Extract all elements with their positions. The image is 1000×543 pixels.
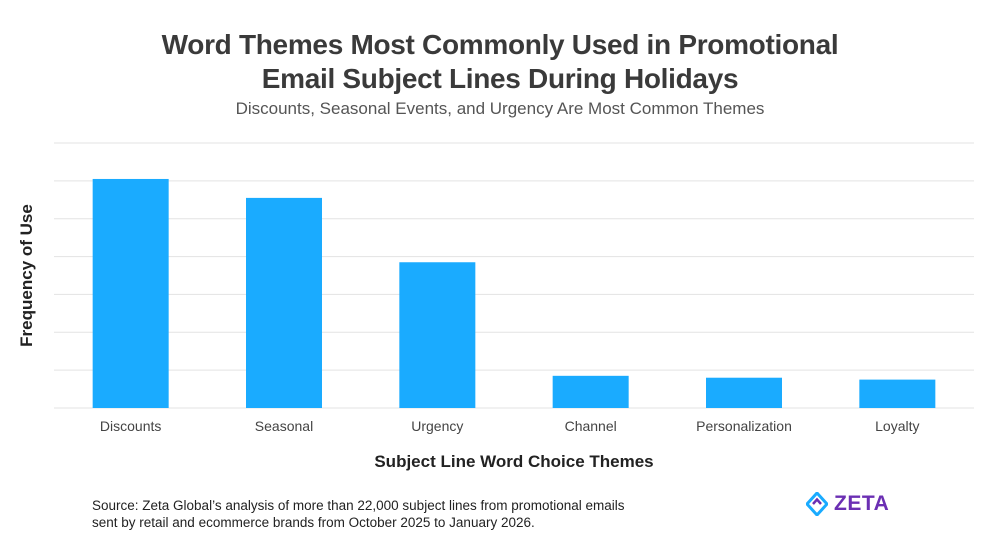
zeta-logo: ZETA xyxy=(806,490,889,518)
bars xyxy=(92,178,936,408)
chart-title: Word Themes Most Commonly Used in Promot… xyxy=(0,28,1000,96)
chart-subtitle: Discounts, Seasonal Events, and Urgency … xyxy=(235,99,765,118)
x-tick-label: Personalization xyxy=(696,418,792,434)
bar-seasonal xyxy=(246,197,322,408)
source-line-2: sent by retail and ecommerce brands from… xyxy=(92,515,535,530)
x-tick-label: Channel xyxy=(565,418,617,434)
source-note: Source: Zeta Global’s analysis of more t… xyxy=(92,497,692,531)
gridlines xyxy=(54,142,974,409)
bar-loyalty xyxy=(859,379,936,408)
chart-title-line-2: Email Subject Lines During Holidays xyxy=(261,63,739,94)
zeta-diamond-icon xyxy=(806,492,828,516)
logo-text: ZETA xyxy=(834,492,890,515)
y-axis-label: Frequency of Use xyxy=(17,204,36,347)
bar-personalization xyxy=(706,377,782,408)
chart-title-line-1: Word Themes Most Commonly Used in Promot… xyxy=(161,29,839,60)
x-axis-label: Subject Line Word Choice Themes xyxy=(374,452,653,471)
x-tick-label: Discounts xyxy=(100,418,161,434)
bar-discounts xyxy=(92,178,169,408)
x-tick-label: Urgency xyxy=(411,418,463,434)
x-tick-labels: Discounts Seasonal Urgency Channel Personali… xyxy=(100,418,920,434)
x-tick-label: Seasonal xyxy=(255,418,313,434)
source-line-1: Source: Zeta Global’s analysis of more t… xyxy=(92,498,625,513)
bar-urgency xyxy=(399,262,476,408)
bar-channel xyxy=(552,375,629,408)
x-tick-label: Loyalty xyxy=(875,418,919,434)
